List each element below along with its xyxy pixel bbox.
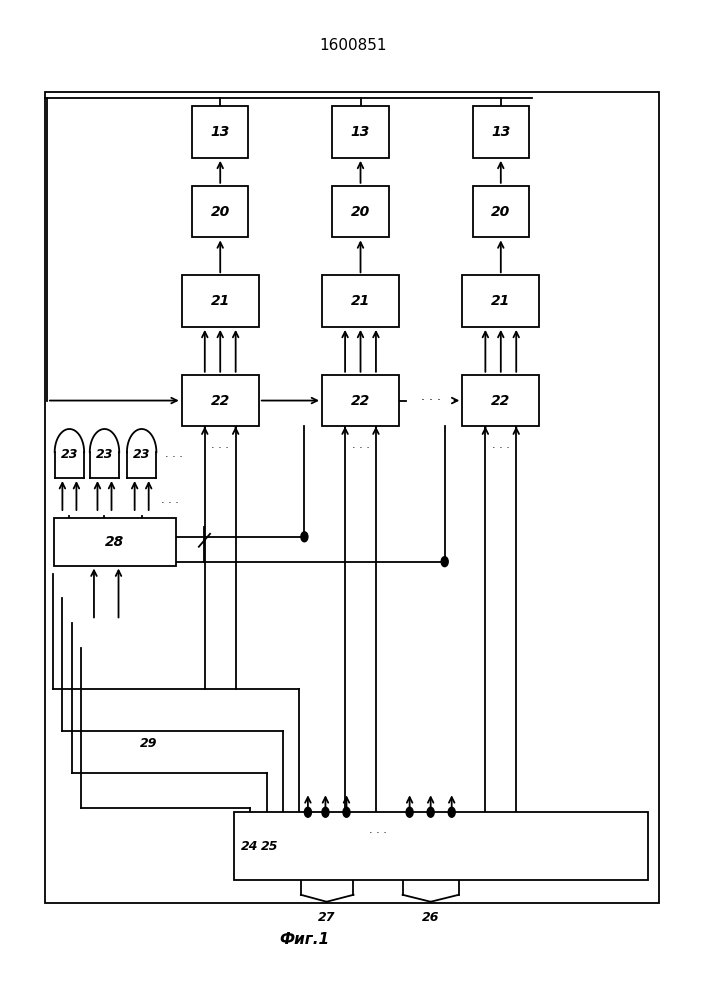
Text: 13: 13 [491, 125, 510, 139]
Text: 24: 24 [241, 840, 259, 853]
Circle shape [343, 807, 350, 817]
Text: 27: 27 [318, 911, 335, 924]
FancyBboxPatch shape [332, 186, 389, 237]
FancyBboxPatch shape [473, 186, 529, 237]
Text: · · ·: · · · [211, 443, 229, 453]
Circle shape [427, 807, 434, 817]
FancyBboxPatch shape [322, 275, 399, 327]
Text: 20: 20 [491, 205, 510, 219]
Text: · · ·: · · · [351, 443, 370, 453]
Text: · · ·: · · · [165, 452, 183, 462]
Text: 13: 13 [351, 125, 370, 139]
Circle shape [305, 807, 311, 817]
Text: · · ·: · · · [161, 498, 180, 508]
Text: 22: 22 [211, 394, 230, 408]
Text: 23: 23 [61, 448, 78, 461]
Text: 25: 25 [261, 840, 278, 853]
FancyBboxPatch shape [462, 375, 539, 426]
FancyBboxPatch shape [332, 106, 389, 158]
Text: 21: 21 [491, 294, 510, 308]
FancyBboxPatch shape [54, 518, 176, 566]
Text: 1600851: 1600851 [320, 38, 387, 53]
Text: 22: 22 [351, 394, 370, 408]
FancyBboxPatch shape [473, 106, 529, 158]
FancyBboxPatch shape [182, 275, 259, 327]
Circle shape [301, 532, 308, 542]
Circle shape [448, 807, 455, 817]
Text: 20: 20 [211, 205, 230, 219]
Text: 28: 28 [105, 535, 124, 549]
Text: 29: 29 [139, 737, 157, 750]
FancyBboxPatch shape [182, 375, 259, 426]
Text: · · ·: · · · [492, 443, 510, 453]
Text: · · ·: · · · [369, 828, 387, 838]
FancyBboxPatch shape [234, 812, 648, 880]
FancyBboxPatch shape [462, 275, 539, 327]
FancyBboxPatch shape [192, 106, 248, 158]
Circle shape [322, 807, 329, 817]
Text: 23: 23 [95, 448, 113, 461]
Text: 23: 23 [133, 448, 151, 461]
FancyBboxPatch shape [192, 186, 248, 237]
Text: 20: 20 [351, 205, 370, 219]
Text: 21: 21 [211, 294, 230, 308]
FancyBboxPatch shape [322, 375, 399, 426]
Text: Фиг.1: Фиг.1 [279, 932, 329, 947]
Text: 21: 21 [351, 294, 370, 308]
Text: · · ·: · · · [421, 394, 440, 407]
Circle shape [441, 557, 448, 567]
Circle shape [406, 807, 413, 817]
Text: 13: 13 [211, 125, 230, 139]
Text: 26: 26 [422, 911, 440, 924]
Text: 22: 22 [491, 394, 510, 408]
